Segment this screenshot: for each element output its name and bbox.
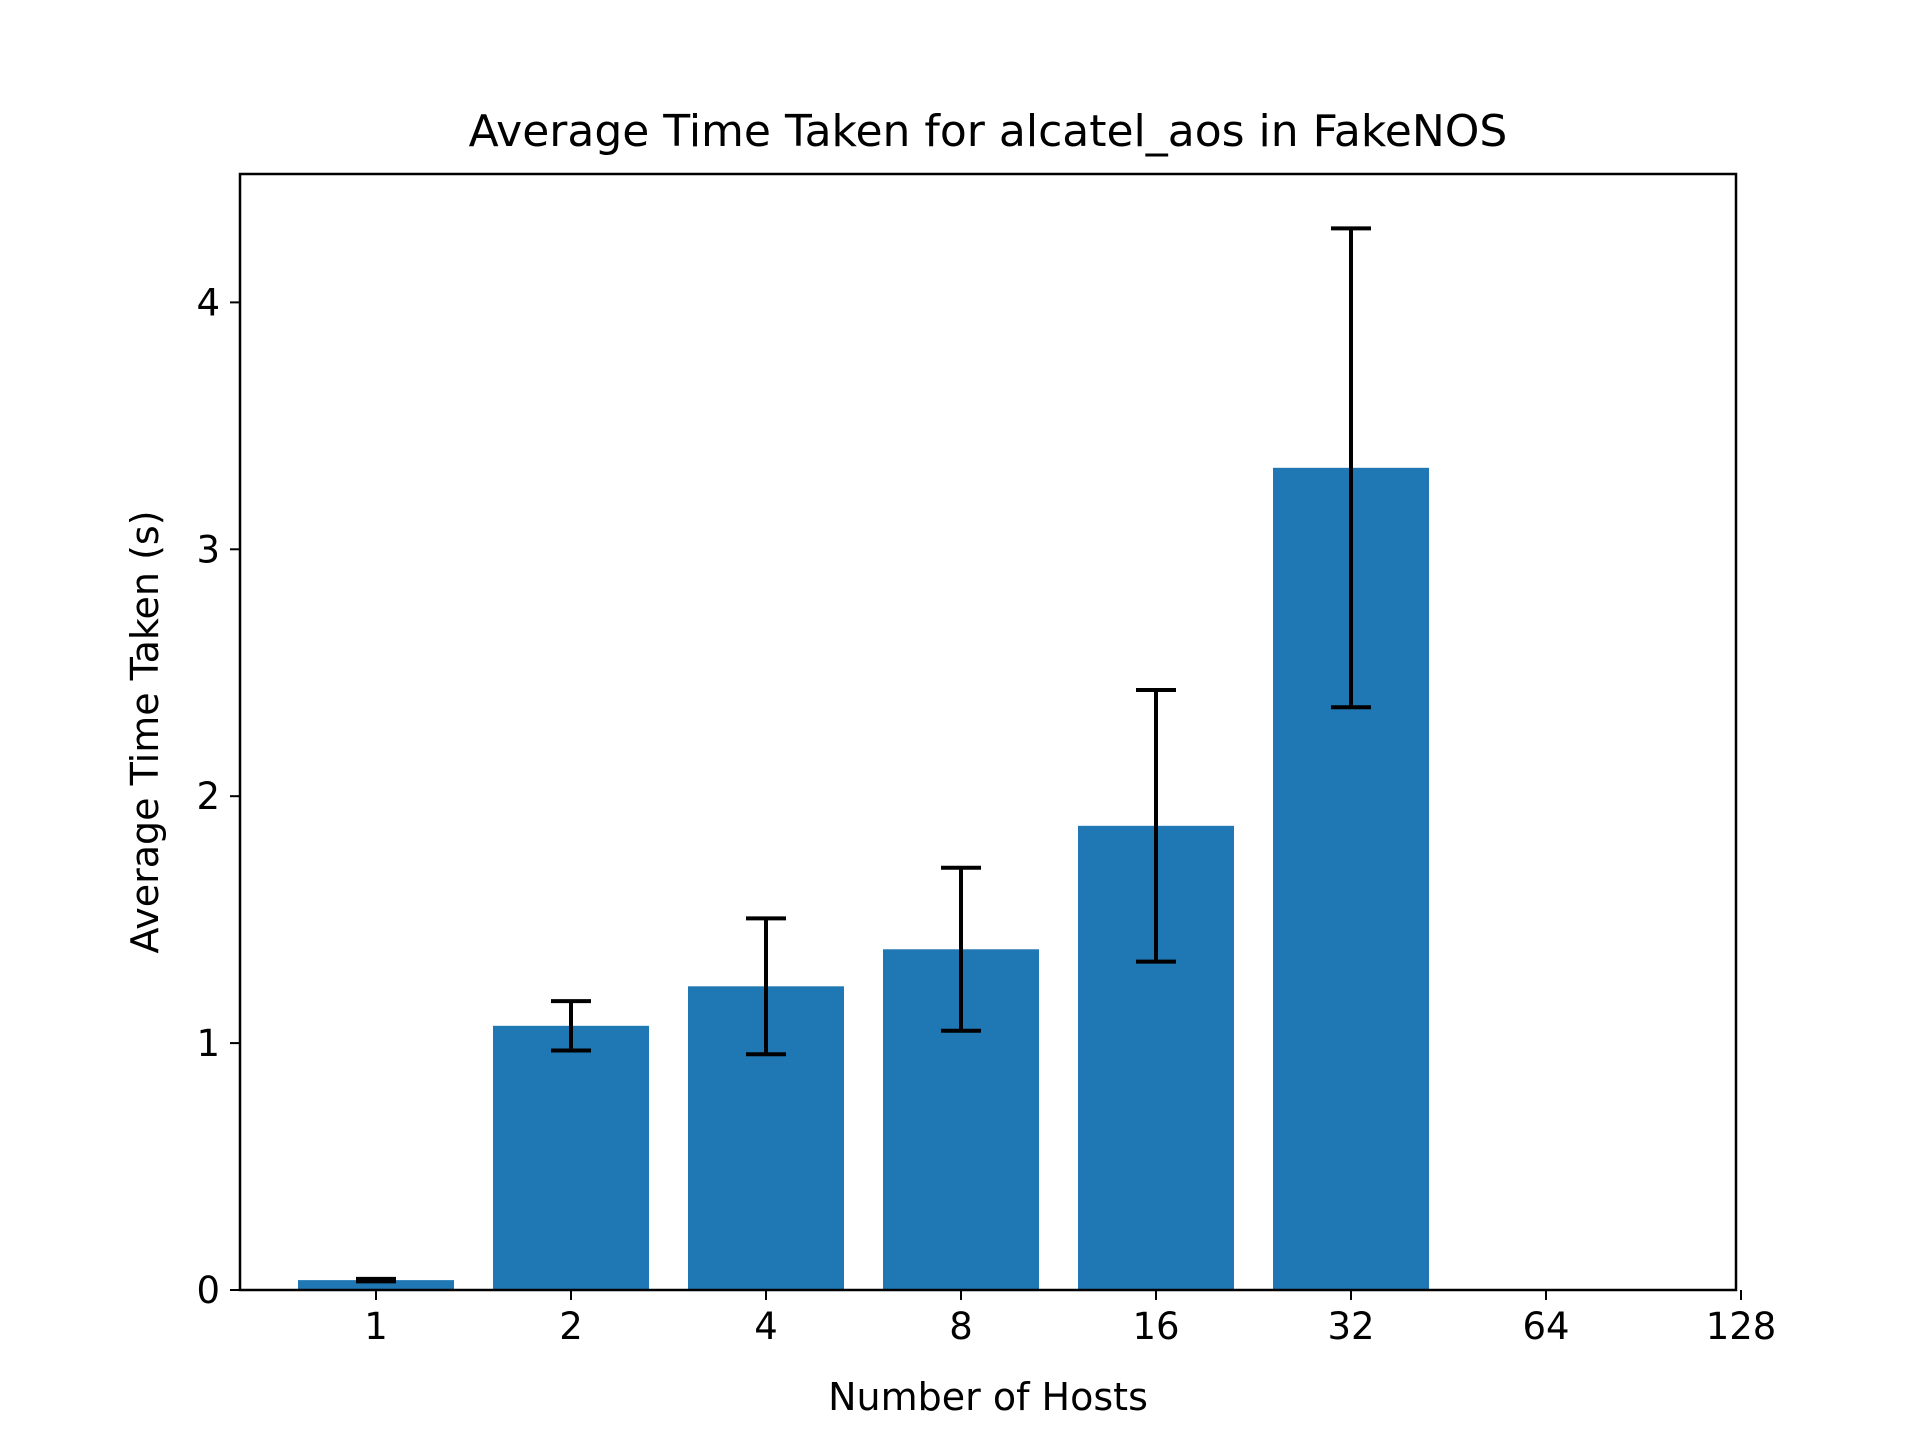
x-tick-label-1: 1	[364, 1305, 388, 1348]
error-bars-layer	[356, 226, 1371, 1284]
bar-2	[493, 1025, 649, 1290]
x-axis-ticks: 1 2 4 8 16 32 64 128	[364, 1290, 1776, 1348]
x-tick-label-2: 2	[559, 1305, 583, 1348]
x-tick-label-64: 64	[1522, 1305, 1569, 1348]
y-axis-label: Average Time Taken (s)	[123, 510, 167, 953]
x-tick-label-16: 16	[1132, 1305, 1179, 1348]
bar-1	[298, 1280, 454, 1290]
y-tick-label-3: 3	[196, 528, 220, 571]
y-tick-label-4: 4	[196, 281, 220, 324]
chart-title: Average Time Taken for alcatel_aos in Fa…	[469, 106, 1508, 157]
y-tick-label-0: 0	[196, 1269, 220, 1312]
y-tick-label-2: 2	[196, 775, 220, 818]
x-tick-label-32: 32	[1327, 1305, 1374, 1348]
y-axis-ticks: 0 1 2 3 4	[196, 281, 240, 1312]
plot-frame	[238, 172, 1738, 1292]
y-tick-label-1: 1	[196, 1022, 220, 1065]
x-tick-label-8: 8	[949, 1305, 973, 1348]
x-tick-label-128: 128	[1706, 1305, 1777, 1348]
x-tick-label-4: 4	[754, 1305, 778, 1348]
x-axis-label: Number of Hosts	[828, 1375, 1148, 1419]
